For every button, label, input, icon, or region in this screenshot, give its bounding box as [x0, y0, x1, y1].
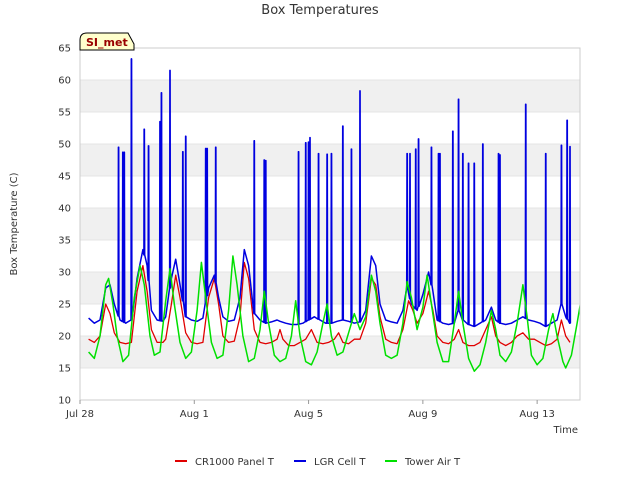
y-axis-ticks: 10 15 20 25 30 35 40 45 50 55 60 65: [58, 44, 71, 407]
y-tick-label: 50: [58, 140, 71, 151]
y-axis-label: Box Temperature (C): [9, 172, 20, 275]
y-tick-label: 15: [58, 364, 71, 375]
y-tick-label: 40: [58, 204, 71, 215]
plot-border: [79, 47, 581, 401]
x-tick-label: Aug 1: [180, 409, 209, 420]
x-axis-label: Time: [553, 425, 578, 436]
x-tick-label: Aug 5: [294, 409, 323, 420]
y-tick-label: 65: [58, 44, 71, 55]
y-tick-label: 45: [58, 172, 71, 183]
station-badge-box: [79, 32, 135, 51]
y-tick-label: 35: [58, 236, 71, 247]
station-badge-label: SI_met: [86, 36, 128, 49]
legend-label-tower: Tower Air T: [404, 457, 461, 468]
y-tick-label: 10: [58, 396, 71, 407]
grid-band: [80, 272, 580, 304]
legend-item-lgr: LGR Cell T: [294, 457, 366, 468]
series-layer: [88, 58, 580, 372]
legend: CR1000 Panel T LGR Cell T Tower Air T: [175, 457, 461, 468]
legend-item-tower: Tower Air T: [385, 457, 461, 468]
legend-item-cr1000: CR1000 Panel T: [175, 457, 275, 468]
grid-bands: [80, 80, 580, 368]
legend-label-cr1000: CR1000 Panel T: [195, 457, 275, 468]
chart-title: Box Temperatures: [261, 3, 379, 18]
x-axis-ticks: Jul 28 Aug 1 Aug 5 Aug 9 Aug 13: [65, 400, 555, 420]
legend-label-lgr: LGR Cell T: [314, 457, 366, 468]
grid-band: [80, 80, 580, 112]
station-badge: SI_met: [79, 32, 135, 51]
series-line-tower: [88, 255, 580, 372]
x-tick-label: Aug 9: [408, 409, 437, 420]
grid-band: [80, 208, 580, 240]
grid-band: [80, 336, 580, 368]
y-tick-label: 20: [58, 332, 71, 343]
grid-band: [80, 144, 580, 176]
x-tick-label: Aug 13: [519, 409, 554, 420]
y-tick-label: 25: [58, 300, 71, 311]
y-tick-label: 30: [58, 268, 71, 279]
y-tick-label: 60: [58, 76, 71, 87]
y-tick-label: 55: [58, 108, 71, 119]
x-tick-label: Jul 28: [65, 409, 94, 420]
